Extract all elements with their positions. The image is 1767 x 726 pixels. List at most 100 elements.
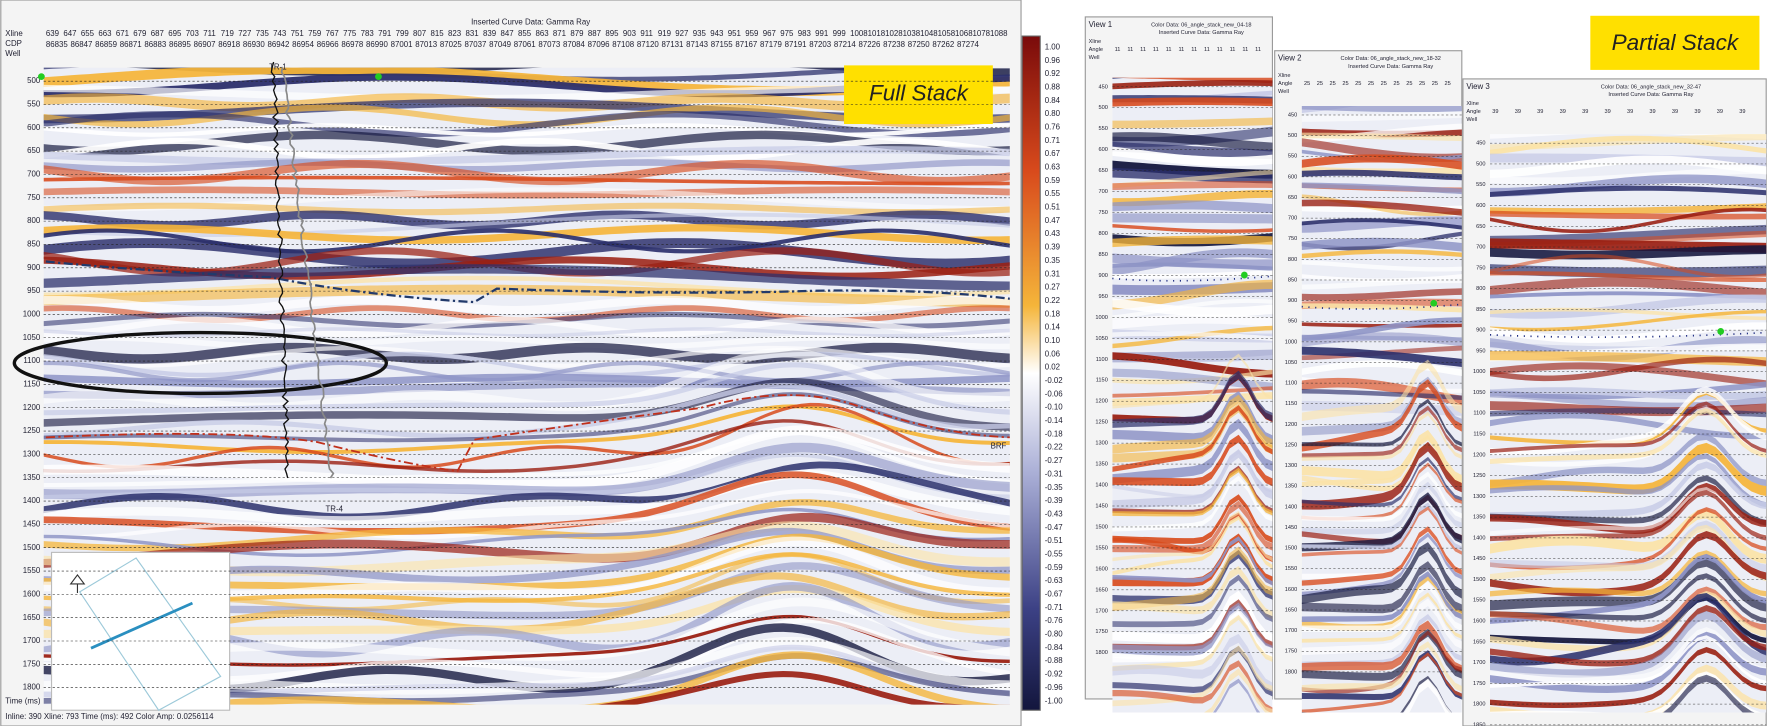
view-title: View 1 [1089, 20, 1113, 29]
cdp-label: 86930 [243, 40, 266, 49]
time-label: 950 [1288, 319, 1297, 325]
seismic-band [43, 342, 1010, 365]
time-label: 1500 [1095, 524, 1108, 530]
inset-line [90, 601, 194, 650]
cdp-label: 87084 [563, 40, 586, 49]
time-label: 650 [27, 146, 41, 155]
xline-label: 1008 [850, 29, 868, 38]
time-label: 500 [27, 76, 41, 85]
time-label: 1050 [23, 333, 41, 342]
cdp-label: 86942 [268, 40, 290, 49]
cdp-label: 86990 [366, 40, 389, 49]
colorbar-label: 0.88 [1045, 82, 1061, 91]
colorbar-label: -0.71 [1045, 603, 1063, 612]
colorbar-label: 0.18 [1045, 309, 1061, 318]
seismic-band [1112, 369, 1273, 385]
time-label: 1600 [1095, 566, 1108, 572]
seismic-band [1112, 331, 1273, 342]
seismic-band [1112, 467, 1273, 517]
time-label: 1800 [1095, 650, 1108, 656]
time-label: 550 [1476, 182, 1485, 188]
time-label: 1500 [23, 543, 41, 552]
time-label: 1200 [1473, 452, 1486, 458]
cdp-label: 87049 [489, 40, 511, 49]
time-label: 1750 [23, 659, 41, 668]
time-label: 650 [1098, 168, 1107, 174]
time-label: 850 [27, 240, 41, 249]
seismic-section [1490, 134, 1767, 713]
time-label: 1450 [1095, 503, 1108, 509]
xline-label: 799 [396, 29, 409, 38]
xline-label: 927 [675, 29, 688, 38]
seismic-band [1112, 167, 1273, 184]
angle-label: 11 [1217, 47, 1223, 53]
colorbar-label: 0.92 [1045, 69, 1060, 78]
seismic-band [1301, 322, 1462, 328]
time-label: 950 [1098, 294, 1107, 300]
cdp-label: 87274 [957, 40, 980, 49]
xline-label: 735 [256, 29, 270, 38]
time-label: 1700 [23, 636, 41, 645]
seismic-band [1490, 412, 1767, 440]
seismic-band [43, 98, 1010, 124]
well-marker [38, 73, 45, 81]
time-label: 1050 [1473, 390, 1486, 396]
seismic-band [43, 362, 1010, 416]
seismic-band [43, 469, 1010, 525]
seismic-band [1301, 303, 1462, 313]
angle-label: 25 [1406, 81, 1412, 87]
time-label: 800 [27, 216, 41, 225]
time-label: 1800 [1285, 669, 1298, 675]
colorbar-label: 0.10 [1045, 336, 1061, 345]
time-label: 1300 [1095, 441, 1108, 447]
seismic-band [1490, 489, 1767, 542]
xline-label: 1048 [920, 29, 938, 38]
well-marker [1717, 328, 1725, 335]
seismic-band [1301, 502, 1462, 551]
time-label: 800 [1098, 231, 1107, 237]
seismic-band [1301, 249, 1462, 259]
seismic-band [1112, 434, 1273, 487]
cdp-label: 87001 [391, 40, 413, 49]
seismic-band [1112, 403, 1273, 463]
cdp-label: 86871 [120, 40, 142, 49]
seismic-band [43, 159, 1010, 173]
time-label: 1650 [1095, 587, 1108, 593]
well-marker [1240, 271, 1248, 279]
row-label: Well [1466, 117, 1477, 123]
xline-label: 903 [623, 29, 637, 38]
time-label: 1850 [1473, 722, 1486, 726]
seismic-band [1112, 248, 1273, 276]
colorbar-label: -0.10 [1045, 403, 1064, 412]
angle-label: 11 [1140, 47, 1146, 53]
time-label: 1000 [1285, 339, 1298, 345]
colorbar [1021, 35, 1041, 711]
time-label: 1350 [1095, 462, 1108, 468]
time-label: 850 [1098, 252, 1107, 258]
colorbar-label: -0.47 [1045, 523, 1063, 532]
seismic-band [1112, 141, 1273, 160]
angle-label: 25 [1330, 81, 1336, 87]
cdp-label: 86847 [71, 40, 93, 49]
seismic-band [1490, 461, 1767, 520]
stack-label: Partial Stack [1612, 30, 1740, 55]
row-label: Well [1278, 89, 1289, 95]
time-label: 450 [1288, 112, 1297, 118]
seismic-band [1301, 571, 1462, 622]
seismic-band [1301, 111, 1462, 122]
angle-label: 39 [1739, 109, 1745, 115]
time-label: 1100 [1096, 357, 1108, 363]
cdp-label: 87226 [858, 40, 881, 49]
colorbar-label: -0.39 [1045, 496, 1063, 505]
xline-label: 1038 [903, 29, 921, 38]
angle-label: 25 [1304, 81, 1310, 87]
time-label: 600 [27, 123, 41, 132]
colorbar-label: -0.43 [1045, 509, 1064, 518]
xline-label: 1068 [955, 29, 973, 38]
cdp-label: 87013 [415, 40, 438, 49]
colorbar-label: -0.88 [1045, 656, 1064, 665]
time-label: 1050 [1285, 360, 1298, 366]
angle-label: 39 [1605, 109, 1611, 115]
angle-label: 39 [1537, 109, 1543, 115]
view-header: Color Data: 06_angle_stack_new_04-18 [1151, 22, 1251, 28]
